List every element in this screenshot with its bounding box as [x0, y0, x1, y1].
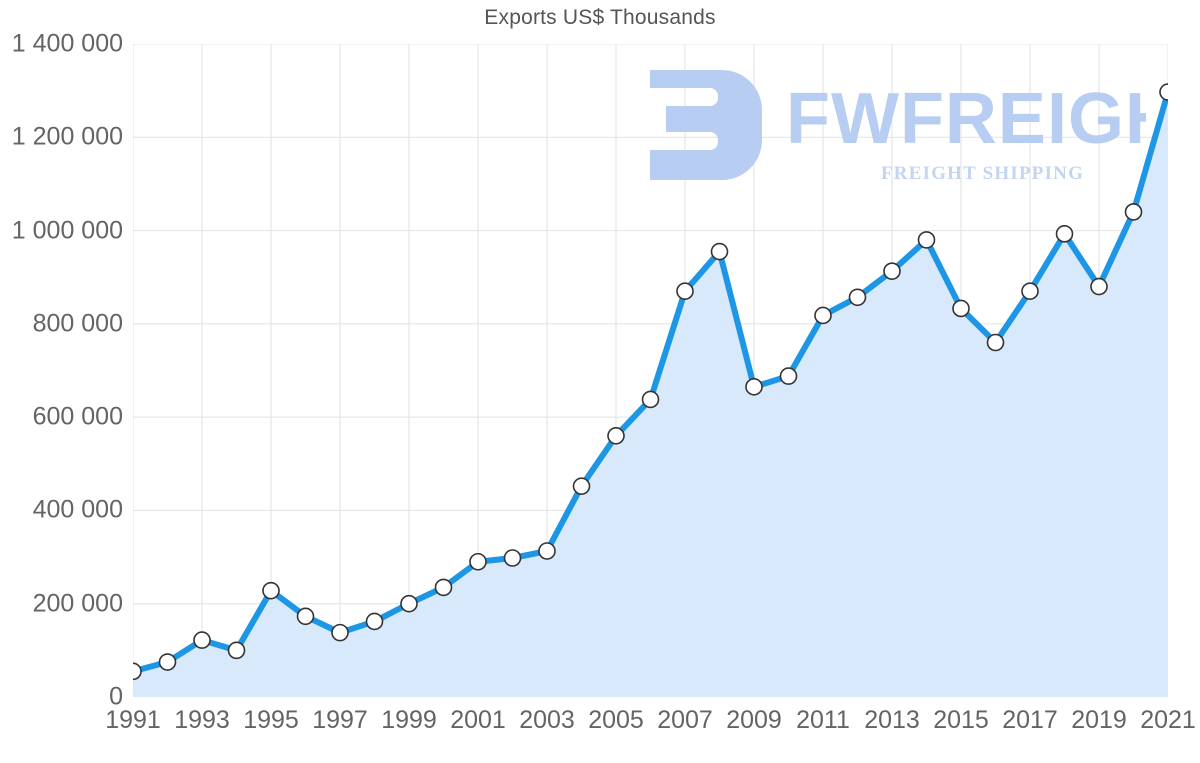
- data-point-marker: [158, 653, 177, 671]
- data-point-marker: [952, 299, 970, 318]
- x-axis-tick-label: 2009: [726, 706, 782, 734]
- y-axis-tick-label: 1 400 000: [11, 29, 123, 58]
- y-axis-tick-label: 400 000: [32, 495, 123, 524]
- x-axis-tick-label: 2011: [796, 706, 850, 734]
- area-fill: [133, 92, 1168, 697]
- x-axis-tick-label: 2005: [588, 706, 644, 734]
- y-axis-tick-label: 200 000: [32, 589, 123, 618]
- x-axis-tick-label: 2001: [450, 706, 506, 734]
- x-axis-tick-label: 2003: [519, 706, 575, 734]
- x-axis-tick-label: 1997: [312, 706, 368, 734]
- data-point-marker: [676, 282, 694, 301]
- data-point-marker: [296, 607, 315, 626]
- plot-area: [133, 44, 1168, 697]
- y-axis: 0 200 000 400 000 600 000 800 000 1 000 000 1 …: [0, 0, 123, 763]
- data-point-marker: [1090, 277, 1108, 296]
- data-markers: [133, 83, 1168, 681]
- data-point-marker: [1021, 282, 1039, 301]
- x-axis-tick-label: 1999: [381, 706, 437, 734]
- data-point-marker: [883, 262, 901, 280]
- data-point-marker: [331, 623, 349, 642]
- x-axis-tick-label: 2015: [933, 706, 989, 734]
- y-axis-tick-label: 1 200 000: [11, 122, 123, 151]
- y-axis-tick-label: 0: [109, 682, 123, 711]
- data-point-marker: [710, 242, 729, 261]
- x-axis-tick-label: 1993: [174, 706, 230, 734]
- data-point-marker: [641, 390, 660, 409]
- data-point-marker: [434, 578, 453, 597]
- data-point-marker: [917, 231, 936, 249]
- data-point-marker: [1055, 225, 1074, 243]
- data-point-marker: [572, 477, 591, 495]
- data-point-marker: [400, 594, 418, 613]
- data-point-marker: [607, 426, 625, 445]
- data-point-marker: [779, 367, 798, 385]
- data-point-marker: [1159, 83, 1168, 101]
- data-point-marker: [133, 662, 142, 681]
- data-point-marker: [814, 306, 832, 325]
- data-point-marker: [1124, 203, 1143, 221]
- data-point-marker: [227, 641, 246, 660]
- x-axis-tick-label: 2007: [657, 706, 713, 734]
- x-axis-tick-label: 2017: [1002, 706, 1058, 734]
- data-point-marker: [262, 581, 280, 600]
- y-axis-tick-label: 1 000 000: [11, 216, 123, 245]
- x-axis-tick-label: 2021: [1140, 706, 1196, 734]
- data-point-marker: [538, 542, 556, 560]
- y-axis-tick-label: 800 000: [32, 309, 123, 338]
- x-axis-tick-label: 2013: [864, 706, 920, 734]
- data-point-marker: [986, 333, 1005, 352]
- chart-canvas: [133, 44, 1168, 697]
- data-point-marker: [848, 288, 867, 307]
- y-axis-tick-label: 600 000: [32, 402, 123, 431]
- data-point-marker: [193, 631, 211, 649]
- x-axis-tick-label: 1991: [105, 706, 161, 734]
- data-point-marker: [469, 552, 487, 571]
- chart-title: Exports US$ Thousands: [484, 6, 716, 29]
- x-axis-tick-label: 2019: [1071, 706, 1127, 734]
- data-point-marker: [365, 612, 384, 631]
- data-point-marker: [503, 549, 522, 567]
- data-point-marker: [745, 378, 763, 396]
- x-axis-tick-label: 1995: [243, 706, 299, 734]
